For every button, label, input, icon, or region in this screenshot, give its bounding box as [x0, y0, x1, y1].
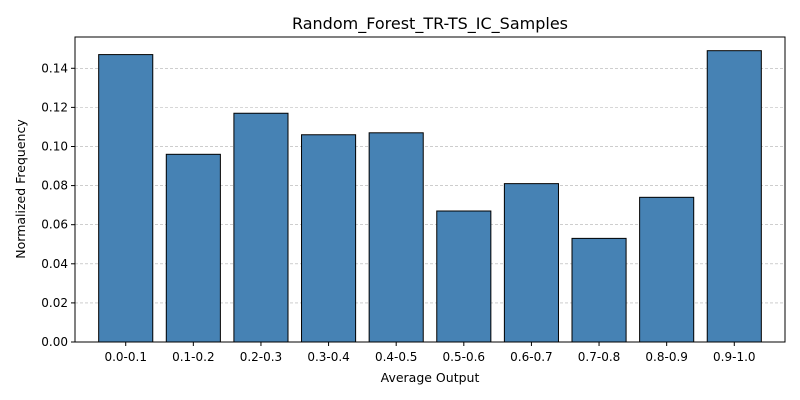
x-axis-ticks: 0.0-0.1 0.1-0.2 0.2-0.3 0.3-0.4 0.4-0.5 0.5-0… — [104, 342, 756, 364]
y-axis-ticks: 0.00 0.02 0.04 0.06 0.08 0.10 0.12 0.14 — [41, 61, 75, 349]
chart-title: Random_Forest_TR-TS_IC_Samples — [292, 14, 568, 34]
bar-0.8-0.9 — [639, 196, 695, 343]
x-tick-label: 0.0-0.1 — [104, 350, 147, 364]
x-tick-label: 0.2-0.3 — [240, 350, 283, 364]
bars — [98, 50, 762, 343]
x-tick-label: 0.5-0.6 — [443, 350, 486, 364]
x-tick-label: 0.9-1.0 — [713, 350, 756, 364]
x-tick-label: 0.3-0.4 — [307, 350, 350, 364]
bar-0.9-1.0 — [706, 50, 762, 343]
x-tick-label: 0.8-0.9 — [645, 350, 688, 364]
y-tick-label: 0.08 — [41, 179, 68, 193]
y-tick-label: 0.10 — [41, 139, 68, 153]
y-tick-label: 0.04 — [41, 257, 68, 271]
bar-0.2-0.3 — [233, 112, 289, 343]
x-axis-title: Average Output — [381, 370, 480, 385]
y-tick-label: 0.14 — [41, 61, 68, 75]
bar-0.4-0.5 — [368, 132, 424, 343]
x-tick-label: 0.4-0.5 — [375, 350, 418, 364]
y-tick-label: 0.12 — [41, 100, 68, 114]
bar-0.1-0.2 — [165, 153, 221, 343]
bar-0.3-0.4 — [301, 134, 357, 343]
x-tick-label: 0.1-0.2 — [172, 350, 215, 364]
x-tick-label: 0.7-0.8 — [578, 350, 621, 364]
bar-0.0-0.1 — [98, 54, 154, 343]
bar-0.6-0.7 — [503, 183, 559, 343]
x-tick-label: 0.6-0.7 — [510, 350, 553, 364]
bar-0.7-0.8 — [571, 237, 627, 343]
y-tick-label: 0.06 — [41, 218, 68, 232]
bar-0.5-0.6 — [436, 210, 492, 343]
plot-frame — [74, 36, 786, 343]
y-tick-label: 0.02 — [41, 296, 68, 310]
y-tick-label: 0.00 — [41, 335, 68, 349]
y-axis-title: Normalized Frequency — [13, 119, 28, 259]
